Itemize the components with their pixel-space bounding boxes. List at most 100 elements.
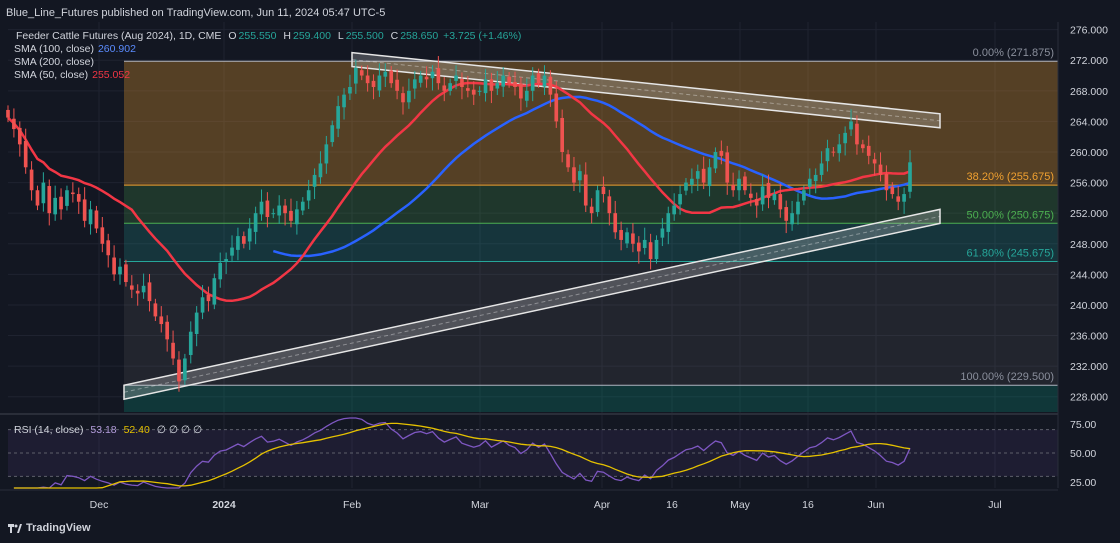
low-value: 255.500 — [345, 30, 384, 42]
rsi-legend[interactable]: RSI (14, close) 53.18 52.40 ∅ ∅ ∅ ∅ — [14, 424, 202, 436]
candle-body — [501, 75, 506, 87]
candle-body — [466, 88, 470, 91]
candle-body — [737, 178, 741, 191]
candle-body — [147, 282, 152, 302]
candle-body — [731, 184, 735, 191]
candle-body — [194, 312, 199, 334]
fib-level-label: 0.00% (271.875) — [973, 47, 1054, 59]
candle-body — [241, 236, 246, 244]
candle-body — [312, 174, 317, 187]
candle-body — [872, 159, 877, 164]
candle-body — [354, 67, 358, 84]
rsi-line — [13, 417, 911, 489]
candle-body — [754, 199, 759, 206]
candle-body — [642, 239, 647, 248]
symbol-legend[interactable]: Feeder Cattle Futures (Aug 2024), 1D, CM… — [14, 30, 521, 42]
sma100-legend[interactable]: SMA (100, close) 260.902 — [14, 43, 136, 55]
candle-body — [318, 163, 323, 178]
candle-body — [271, 213, 276, 215]
candle-body — [554, 93, 559, 122]
candle-body — [247, 228, 252, 242]
candle-body — [802, 190, 806, 201]
candle-body — [807, 178, 812, 187]
candle-body — [471, 89, 476, 95]
price-tick-label: 260.000 — [1070, 147, 1108, 159]
candle-body — [424, 76, 429, 80]
price-axis[interactable]: 276.000 272.000 268.000 264.000 260.000 256.0… — [1057, 0, 1120, 543]
candle-body — [701, 168, 706, 183]
high-value: 259.400 — [293, 30, 331, 42]
candle-body — [6, 109, 10, 118]
channel-lower-band — [123, 208, 941, 401]
price-tick-label: 244.000 — [1070, 269, 1108, 281]
candle-body — [460, 78, 464, 87]
price-tick-label: 248.000 — [1070, 239, 1108, 251]
candle-body — [289, 210, 293, 221]
candle-body — [283, 205, 287, 214]
candle-body — [636, 242, 641, 252]
candle-body — [124, 264, 128, 282]
price-tick-label: 232.000 — [1070, 361, 1108, 373]
price-tick-label: 240.000 — [1070, 300, 1108, 312]
time-tick-label: 16 — [802, 499, 814, 511]
candle-body — [418, 75, 423, 83]
candle-body — [112, 257, 116, 275]
time-tick-label: Jul — [988, 499, 1001, 511]
candle-body — [583, 174, 588, 206]
channel-lower-band-midline — [123, 215, 941, 393]
candle-body — [613, 213, 618, 233]
candle-body — [513, 82, 517, 87]
candle-body — [454, 75, 458, 81]
candle-body — [200, 297, 205, 313]
candle-body — [183, 358, 187, 381]
candle-body — [35, 190, 40, 206]
candle-body — [536, 73, 541, 84]
low-label: L — [337, 30, 344, 42]
candle-body — [448, 83, 452, 91]
time-tick-label: Dec — [90, 499, 109, 511]
candle-body — [902, 194, 906, 202]
candle-body — [861, 144, 865, 149]
sma50-legend[interactable]: SMA (50, close) 255.052 — [14, 69, 130, 81]
tradingview-label: TradingView — [26, 522, 91, 534]
fibonacci-retracement: 0.00% (271.875) 38.20% (255.675) 50.00% (2… — [124, 47, 1058, 412]
candle-body — [507, 76, 511, 84]
open-value: 255.550 — [238, 30, 277, 42]
candle-body — [849, 121, 853, 130]
price-tick-label: 264.000 — [1070, 116, 1108, 128]
sma100-value: 260.902 — [97, 43, 136, 55]
candle-body — [135, 290, 140, 294]
price-axis-bg — [1058, 0, 1120, 543]
candle-body — [707, 167, 712, 187]
candle-body — [530, 75, 535, 91]
rsi-tick-label: 75.00 — [1070, 419, 1096, 431]
price-tick-label: 272.000 — [1070, 55, 1108, 67]
rsi-ma-line — [13, 422, 911, 489]
rsi-extra-values: ∅ ∅ ∅ ∅ — [156, 424, 203, 436]
tradingview-logo[interactable]: TradingView — [8, 522, 91, 534]
candle-body — [666, 213, 671, 232]
time-tick-label: 16 — [666, 499, 678, 511]
candle-body — [760, 186, 765, 205]
candle-body — [53, 197, 57, 215]
time-axis[interactable]: Dec 2024 Feb Mar Apr 16 May 16 Jun Jul — [0, 489, 1058, 511]
sma200-legend[interactable]: SMA (200, close) — [14, 56, 94, 68]
candle-body — [359, 70, 364, 76]
candle-body — [159, 316, 164, 325]
candle-body — [524, 90, 529, 101]
candle-body — [401, 93, 405, 103]
candle-body — [300, 201, 305, 211]
candle-body — [607, 196, 612, 214]
candle-body — [41, 182, 46, 204]
candle-body — [171, 342, 175, 359]
candle-body — [412, 79, 417, 89]
candle-body — [813, 174, 818, 182]
candle-body — [660, 228, 665, 238]
candle-body — [519, 83, 523, 99]
candle-body — [601, 186, 606, 195]
candle-body — [377, 75, 382, 91]
candle-body — [442, 85, 447, 91]
price-tick-label: 252.000 — [1070, 208, 1108, 220]
candle-body — [489, 79, 494, 91]
